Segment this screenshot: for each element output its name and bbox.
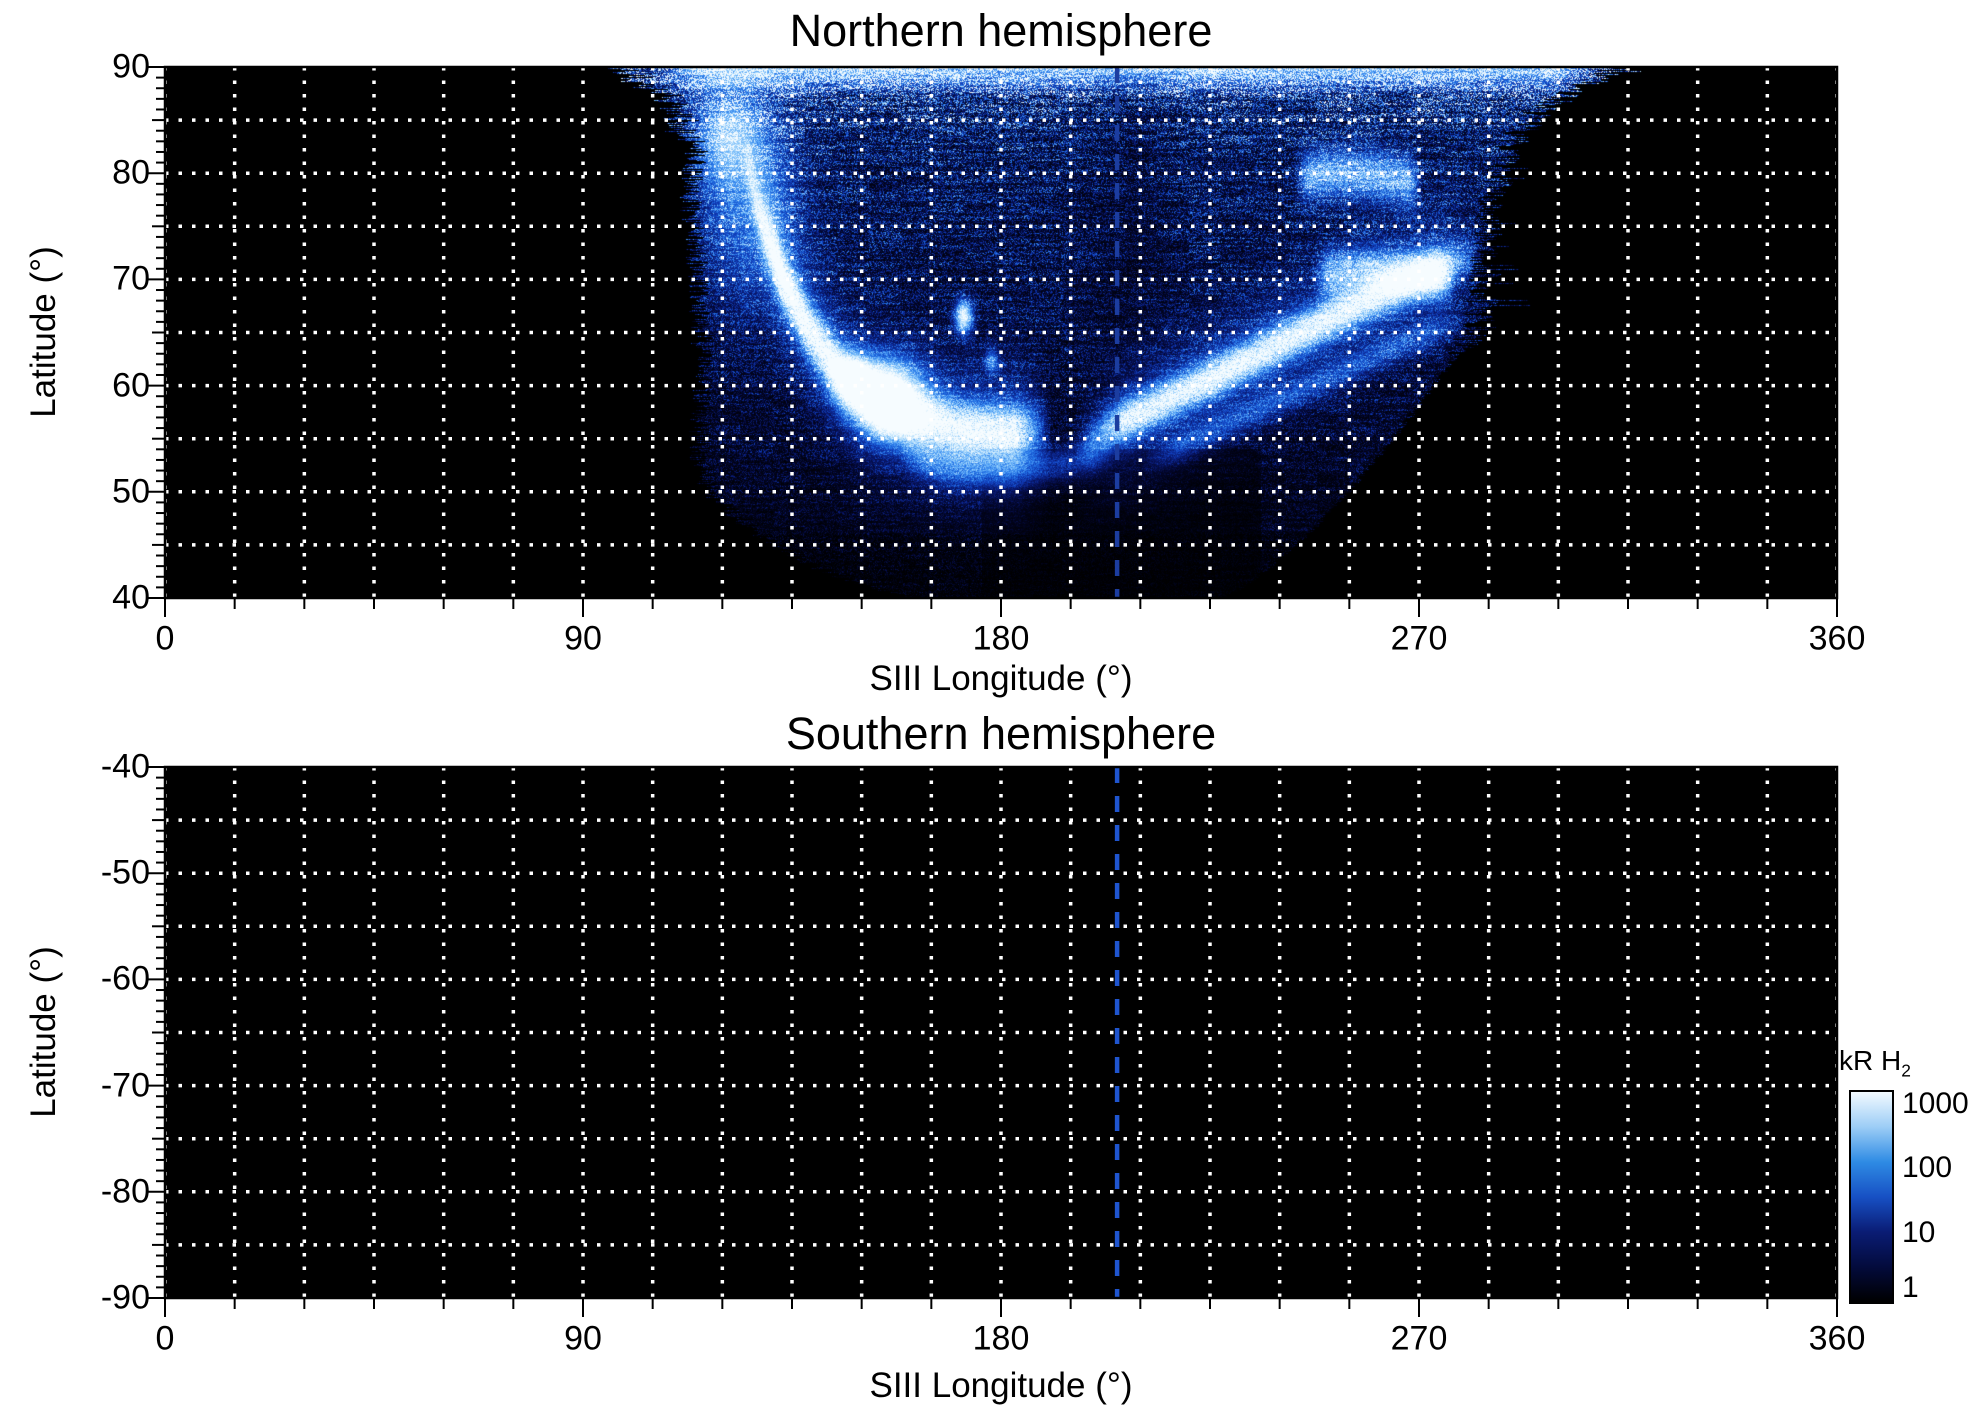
y-tick-label: -40 [100, 747, 150, 786]
south-xaxis-label: SIII Longitude (°) [869, 1366, 1133, 1405]
x-tick-label: 180 [972, 619, 1030, 658]
north-panel-title: Northern hemisphere [789, 5, 1213, 56]
x-tick-label: 0 [155, 619, 175, 658]
colorbar-unit-label: kR H2 [1839, 1045, 1911, 1082]
x-tick-label: 180 [972, 1319, 1030, 1358]
y-tick-label: 70 [112, 259, 150, 298]
colorbar-unit-text: kR H [1839, 1045, 1902, 1076]
south-hemisphere-map [165, 767, 1837, 1298]
y-tick-label: -80 [100, 1172, 150, 1211]
north-xaxis-label: SIII Longitude (°) [869, 659, 1133, 698]
colorbar-tick-label: 100 [1902, 1151, 1953, 1184]
colorbar [1849, 1090, 1894, 1304]
y-tick-label: 90 [112, 47, 150, 86]
x-tick-label: 270 [1390, 1319, 1448, 1358]
x-tick-label: 90 [564, 1319, 602, 1358]
x-tick-label: 360 [1808, 1319, 1866, 1358]
y-tick-label: -60 [100, 959, 150, 998]
y-tick-label: 60 [112, 366, 150, 405]
colorbar-tick-label: 1 [1902, 1271, 1919, 1304]
y-tick-label: 80 [112, 153, 150, 192]
x-tick-label: 360 [1808, 619, 1866, 658]
colorbar-unit-subscript: 2 [1901, 1060, 1911, 1081]
y-tick-label: 40 [112, 578, 150, 617]
y-tick-label: -50 [100, 853, 150, 892]
x-tick-label: 270 [1390, 619, 1448, 658]
colorbar-tick-label: 10 [1902, 1216, 1936, 1249]
colorbar-tick-label: 1000 [1902, 1087, 1969, 1120]
x-tick-label: 90 [564, 619, 602, 658]
north-hemisphere-map [165, 67, 1837, 598]
south-panel-title: Southern hemisphere [785, 708, 1217, 759]
x-tick-label: 0 [155, 1319, 175, 1358]
y-tick-label: -70 [100, 1066, 150, 1105]
y-tick-label: -90 [100, 1278, 150, 1317]
y-tick-label: 50 [112, 472, 150, 511]
